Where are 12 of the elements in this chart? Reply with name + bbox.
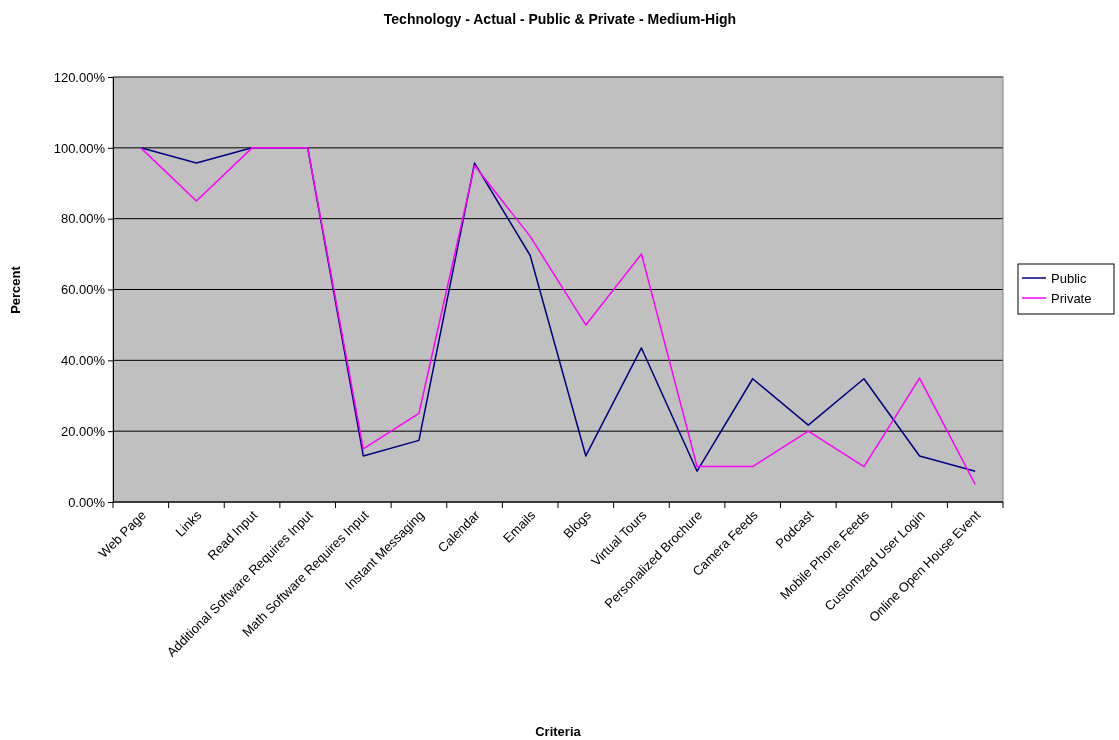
y-tick-label: 40.00% (60, 352, 106, 368)
y-tick-label: 100.00% (53, 140, 106, 156)
legend-label: Public (1051, 271, 1087, 286)
legend-label: Private (1051, 291, 1092, 306)
y-tick-label: 80.00% (60, 211, 106, 227)
y-tick-label: 120.00% (53, 69, 106, 85)
y-tick-label: 20.00% (60, 423, 106, 439)
y-tick-label: 0.00% (68, 494, 106, 510)
chart-title: Technology - Actual - Public & Private - Medium-High (383, 11, 737, 27)
y-tick-label: 60.00% (60, 282, 106, 298)
x-axis-title: Criteria (535, 724, 582, 739)
y-axis-title: Percent (8, 265, 23, 314)
